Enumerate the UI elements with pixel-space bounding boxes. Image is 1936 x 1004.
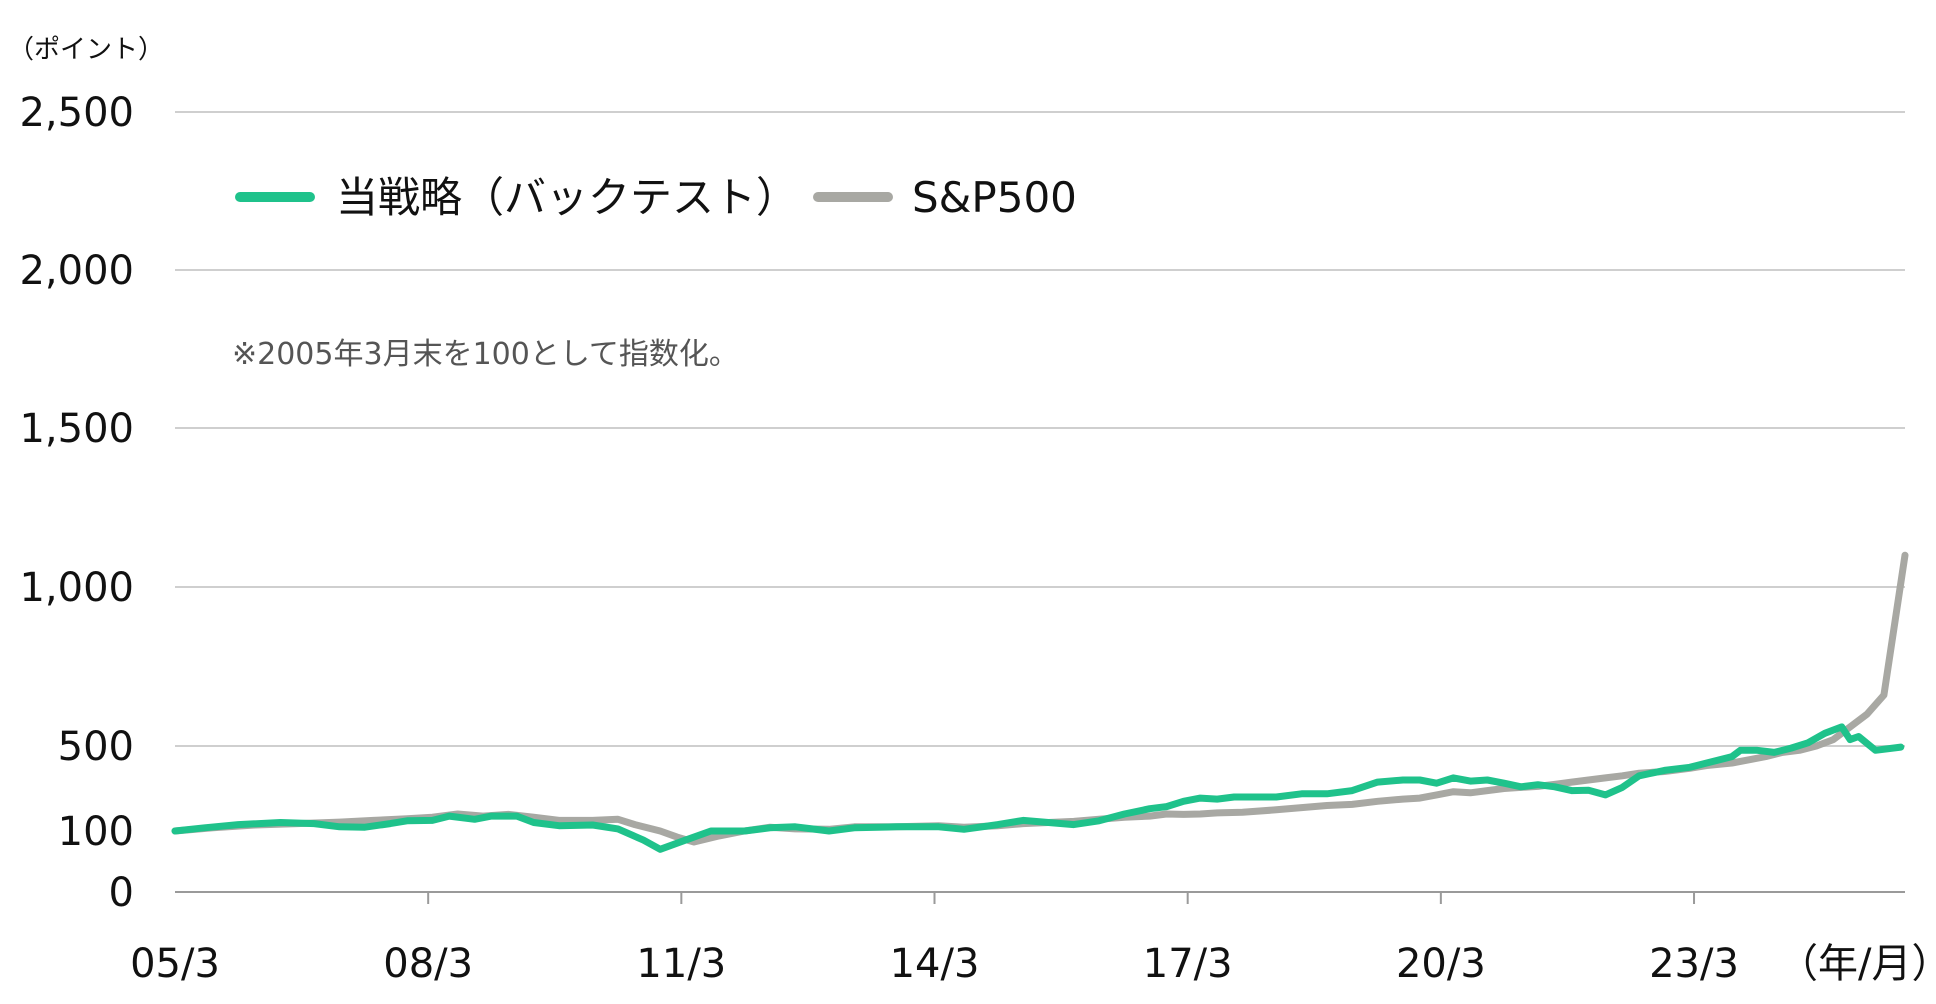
y-axis-unit-label: （ポイント） — [8, 35, 164, 65]
x-tick-label-1: 08/3 — [383, 941, 473, 987]
x-tick-label-2: 11/3 — [636, 941, 726, 987]
x-tick-label-5: 20/3 — [1396, 941, 1486, 987]
y-axis-ticks: 0 100 500 1,000 1,500 2,000 2,500 — [19, 90, 134, 916]
chart-note: ※2005年3月末を100として指数化。 — [232, 337, 739, 372]
legend: 当戦略（バックテスト） S&P500 — [235, 173, 1077, 222]
y-tick-label-2500: 2,500 — [19, 90, 134, 136]
grid-lines — [175, 111, 1905, 893]
x-tick-label-6: 23/3 — [1649, 941, 1739, 987]
x-tick-label-0: 05/3 — [130, 941, 220, 987]
y-tick-label-100: 100 — [58, 809, 134, 855]
x-tick-label-4: 17/3 — [1143, 941, 1233, 987]
y-tick-label-1000: 1,000 — [19, 565, 134, 611]
x-axis-unit-label: （年/月） — [1778, 941, 1936, 987]
x-axis-ticks: 05/3 08/3 11/3 14/3 17/3 20/3 23/3 — [130, 892, 1739, 987]
series-line-sp500 — [171, 551, 1909, 846]
y-tick-label-1500: 1,500 — [19, 406, 134, 452]
series-line-strategy — [171, 723, 1905, 853]
x-tick-label-3: 14/3 — [890, 941, 980, 987]
y-tick-label-500: 500 — [58, 724, 134, 770]
legend-label-strategy: 当戦略（バックテスト） — [336, 173, 798, 222]
series-layer — [171, 551, 1909, 853]
y-tick-label-0: 0 — [109, 870, 134, 916]
legend-label-sp500: S&P500 — [912, 173, 1077, 222]
y-tick-label-2000: 2,000 — [19, 248, 134, 294]
